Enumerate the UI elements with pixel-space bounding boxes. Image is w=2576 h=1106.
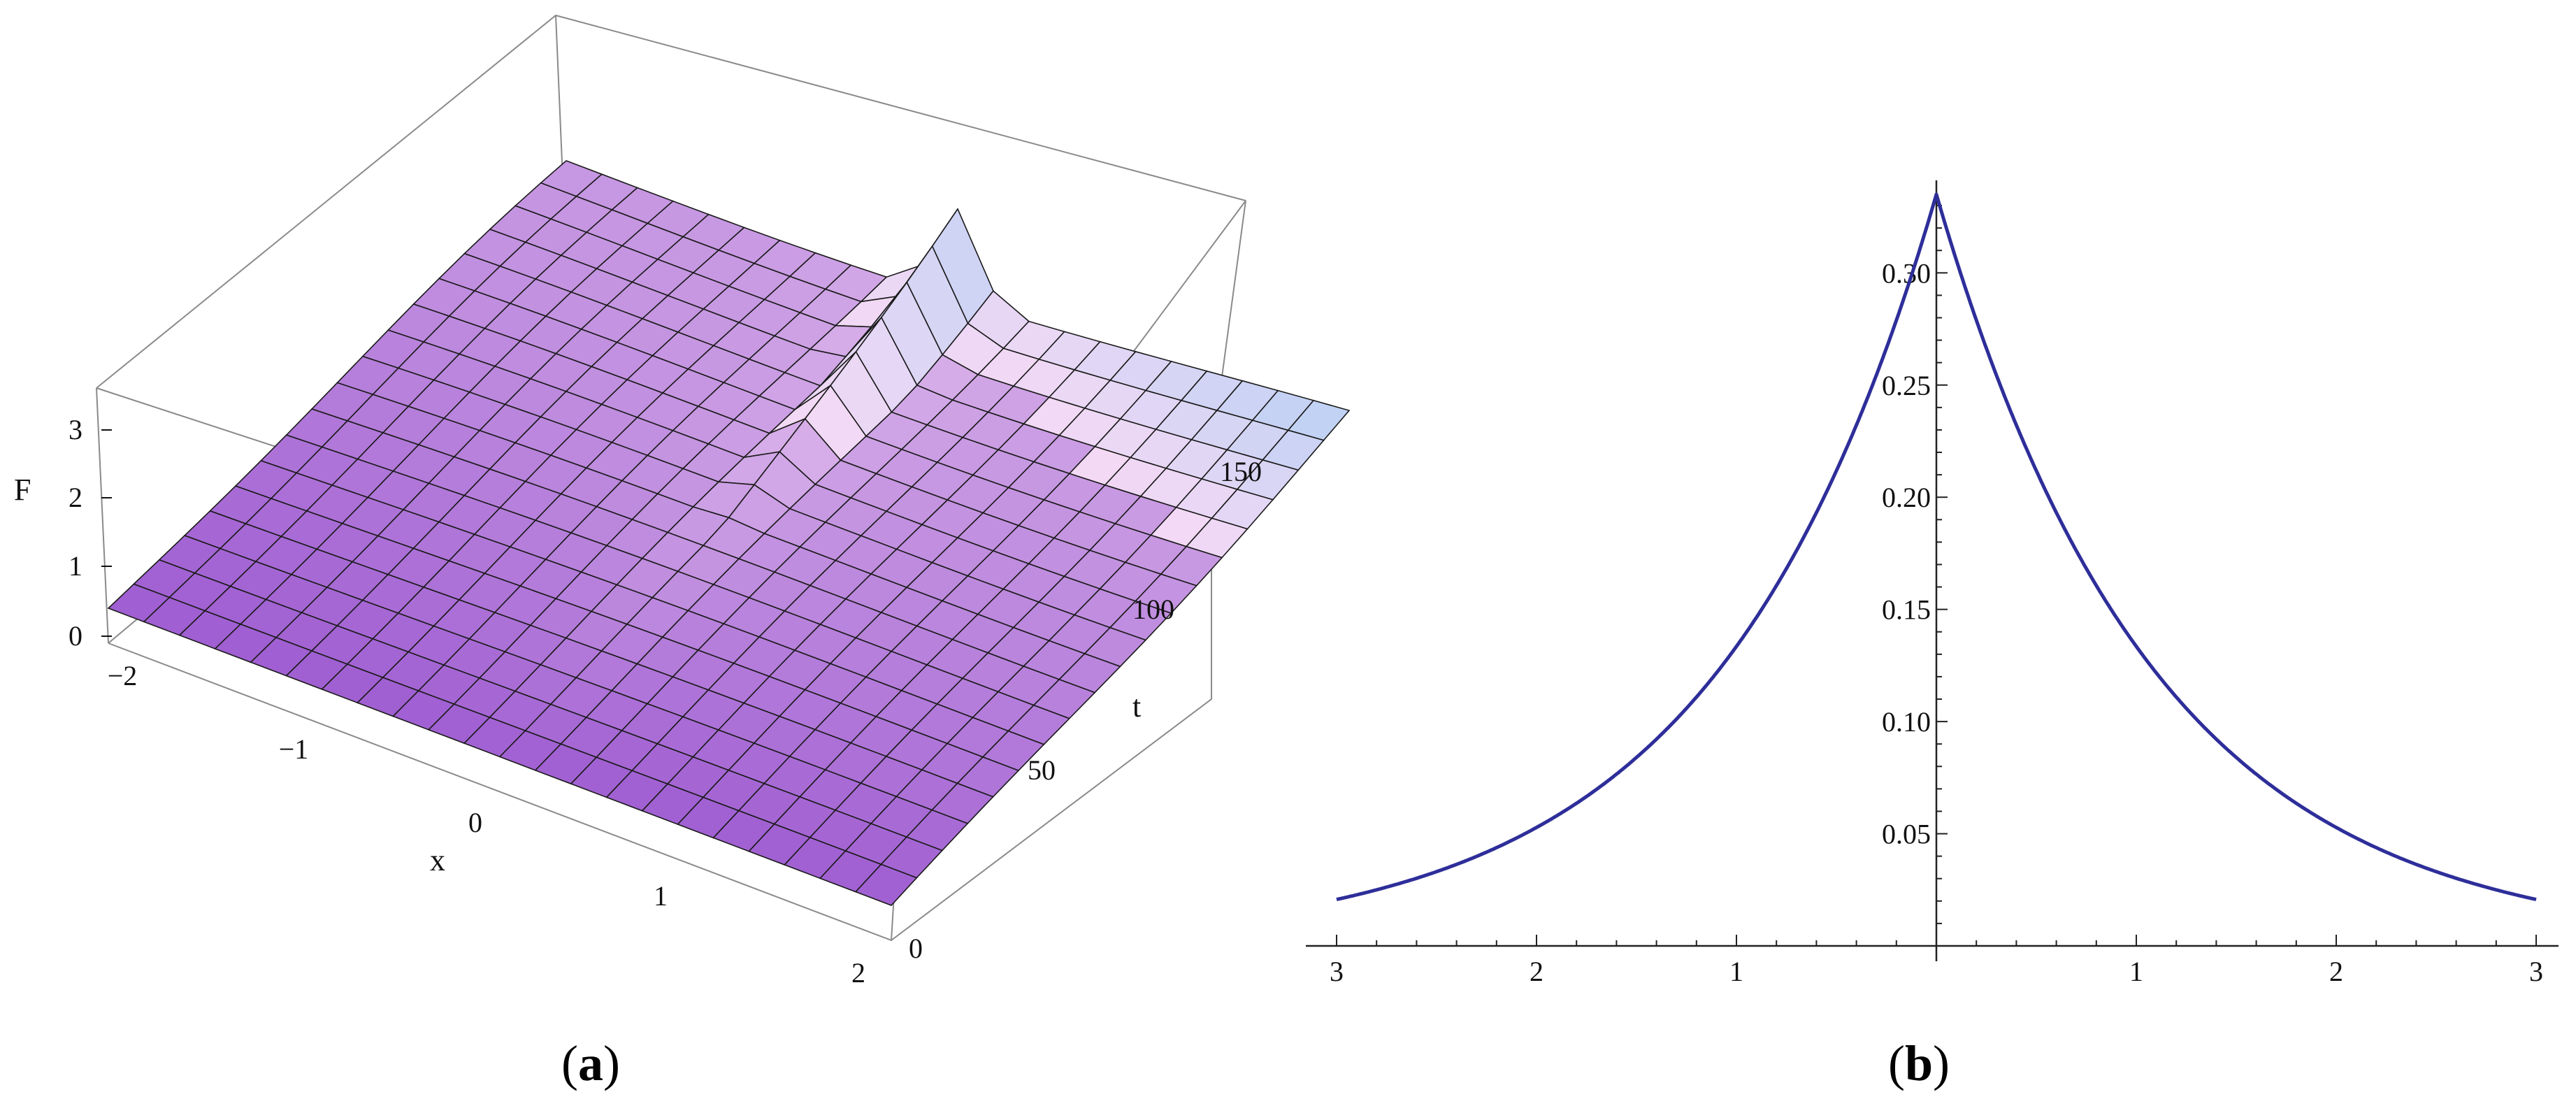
y-tick-label: 0.25	[1882, 370, 1931, 401]
x-tick-label: 3	[2529, 956, 2543, 987]
z-tick-label: 3	[69, 414, 82, 445]
x-tick-label: −2	[108, 660, 138, 691]
x-tick-label: 3	[1330, 956, 1344, 987]
y-tick-label: 0.15	[1882, 594, 1931, 626]
surface	[107, 159, 1351, 906]
surface-plot-panel: 3 2 1 0 F −2 −1 0 1 2 x 0 50 100 150 t (…	[14, 14, 1351, 1091]
x-tick-label: 1	[654, 880, 668, 912]
t-tick-label: 0	[909, 933, 923, 964]
t-tick-label: 50	[1028, 754, 1056, 786]
x-tick-label: 2	[2329, 956, 2343, 987]
t-axis-label: t	[1132, 689, 1141, 724]
x-tick-label: 2	[1530, 956, 1544, 987]
z-axis-ticks: 3 2 1 0	[69, 414, 112, 652]
x-axis-label: x	[430, 843, 445, 877]
y-tick-label: 0.30	[1882, 257, 1931, 289]
y-tick-label: 0.10	[1882, 706, 1931, 738]
z-tick-label: 2	[69, 482, 82, 513]
t-tick-label: 100	[1132, 594, 1174, 625]
x-axis-ticks: 3 2 1 1 2 3	[1330, 935, 2543, 987]
x-tick-label: −1	[279, 733, 309, 765]
x-tick-label: 1	[1729, 956, 1743, 987]
surface-cell	[854, 863, 918, 906]
z-tick-label: 1	[69, 550, 82, 582]
t-tick-label: 150	[1220, 456, 1262, 487]
line-plot-panel: 3 2 1 1 2 3 0.05 0.10 0.15 0.20 0.25 0.30 (b)	[1306, 180, 2559, 1091]
x-axis-ticks: −2 −1 0 1 2	[108, 660, 865, 989]
panel-label-a: (a)	[561, 1035, 620, 1091]
x-tick-label: 1	[2129, 956, 2143, 987]
y-axis-ticks: 0.05 0.10 0.15 0.20 0.25 0.30	[1882, 205, 1948, 924]
panel-label-b: (b)	[1888, 1035, 1950, 1091]
z-tick-label: 0	[69, 620, 82, 652]
y-tick-label: 0.20	[1882, 482, 1931, 513]
z-axis-label: F	[14, 473, 31, 507]
x-tick-label: 2	[851, 957, 865, 989]
series-line	[1336, 192, 2537, 902]
x-tick-label: 0	[468, 807, 482, 838]
t-axis-ticks: 0 50 100 150	[909, 456, 1262, 964]
y-tick-label: 0.05	[1882, 819, 1931, 850]
